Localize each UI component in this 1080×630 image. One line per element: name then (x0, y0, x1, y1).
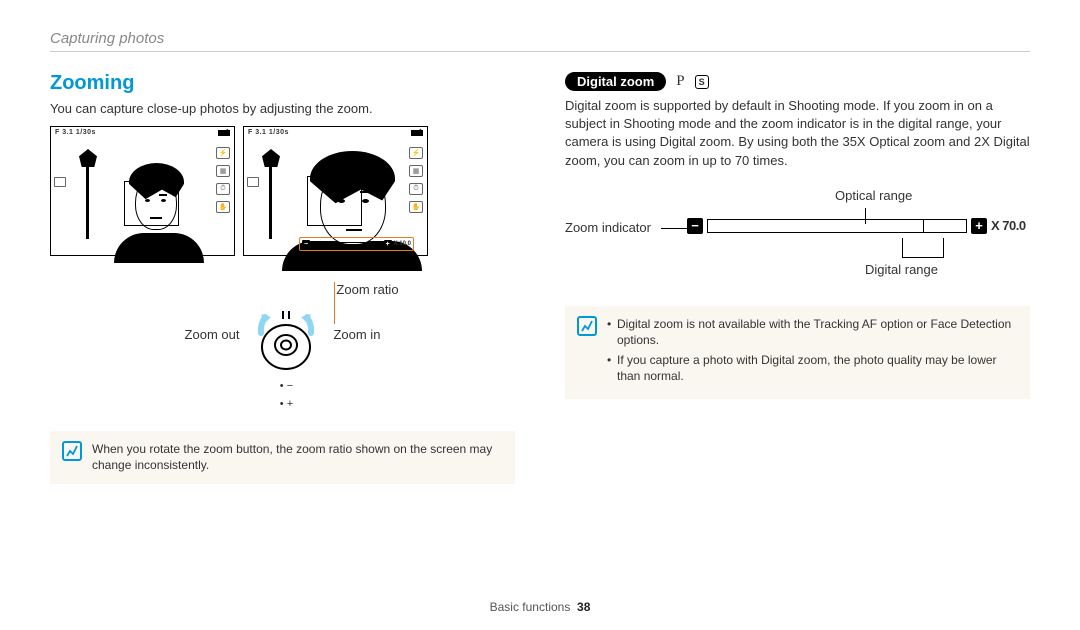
mode-p-icon: P (676, 73, 684, 90)
battery-icon (218, 130, 230, 136)
size-icon: ▦ (216, 165, 230, 177)
zoom-in-label: Zoom in (333, 307, 380, 342)
flash-icon: ⚡ (216, 147, 230, 159)
thumbnail-wide: F 3.1 1/30s1 ⚡ ▦ ⏱ ✋ (50, 126, 235, 256)
timer-icon: ⏱ (216, 183, 230, 195)
zoom-ratio-label: Zoom ratio (220, 282, 515, 297)
mode-s-icon: S (695, 75, 709, 89)
note-item: If you capture a photo with Digital zoom… (607, 352, 1018, 384)
footer-section: Basic functions (490, 600, 571, 614)
stabilize-icon: ✋ (409, 201, 423, 213)
optical-range-label: Optical range (835, 188, 912, 203)
person-shoulders (114, 233, 204, 263)
note-box-digital-zoom: Digital zoom is not available with the T… (565, 306, 1030, 399)
streetlamp-illustration (77, 149, 97, 239)
callout-line (661, 228, 687, 229)
zoom-max-label: X 70.0 (991, 218, 1026, 233)
left-column: Zooming You can capture close-up photos … (50, 72, 515, 484)
stabilize-icon: ✋ (216, 201, 230, 213)
focus-frame (307, 176, 362, 226)
zoom-range-diagram: Optical range Zoom indicator − + X 70.0 … (565, 188, 1030, 288)
exposure-readout: F 3.1 1/30s (248, 129, 289, 136)
focus-frame (124, 181, 179, 226)
divider (50, 51, 1030, 52)
digital-range-label: Digital range (865, 262, 938, 277)
zoom-out-label: Zoom out (185, 307, 240, 342)
breadcrumb: Capturing photos (50, 30, 1030, 47)
digital-range-bracket (902, 238, 944, 258)
zooming-intro: You can capture close-up photos by adjus… (50, 101, 515, 116)
zoom-minus-icon: − (687, 218, 703, 234)
dial-minus-label: • − (251, 378, 321, 396)
zoom-indicator-label: Zoom indicator (565, 220, 651, 235)
size-icon: ▦ (409, 165, 423, 177)
zoom-ratio-bar: − + X 10.0 (299, 237, 414, 251)
battery-icon (411, 130, 423, 136)
exposure-readout: F 3.1 1/30s (55, 129, 96, 136)
note-item: Digital zoom is not available with the T… (607, 316, 1018, 348)
zoom-track (707, 219, 967, 233)
zoom-plus-icon: + (384, 240, 392, 248)
screenshot-thumbnails: F 3.1 1/30s1 ⚡ ▦ ⏱ ✋ (50, 126, 515, 256)
callout-line (334, 282, 335, 324)
page-number: 38 (577, 600, 590, 614)
note-text: When you rotate the zoom button, the zoo… (92, 441, 503, 473)
note-icon (62, 441, 82, 461)
zoom-dial-row: Zoom out • − • + (50, 307, 515, 413)
mode-icon (247, 177, 259, 187)
digital-zoom-pill: Digital zoom (565, 72, 666, 91)
dial-plus-label: • + (251, 396, 321, 414)
note-icon (577, 316, 597, 336)
note-box-zoom-button: When you rotate the zoom button, the zoo… (50, 431, 515, 483)
page-footer: Basic functions 38 (0, 600, 1080, 614)
streetlamp-illustration (260, 149, 280, 239)
mode-icon (54, 177, 66, 187)
zoom-plus-icon: + (971, 218, 987, 234)
thumbnail-zoomed: F 3.1 1/30s1 ⚡ ▦ ⏱ ✋ (243, 126, 428, 256)
zoom-dial-illustration: • − • + (251, 307, 321, 413)
side-icons: ⚡ ▦ ⏱ ✋ (409, 147, 423, 213)
digital-zoom-paragraph: Digital zoom is supported by default in … (565, 97, 1030, 170)
right-column: Digital zoom P S Digital zoom is support… (565, 72, 1030, 484)
side-icons: ⚡ ▦ ⏱ ✋ (216, 147, 230, 213)
flash-icon: ⚡ (409, 147, 423, 159)
section-heading-zooming: Zooming (50, 72, 515, 95)
timer-icon: ⏱ (409, 183, 423, 195)
zoom-minus-icon: − (302, 240, 310, 248)
zoom-value: X 10.0 (394, 241, 411, 247)
